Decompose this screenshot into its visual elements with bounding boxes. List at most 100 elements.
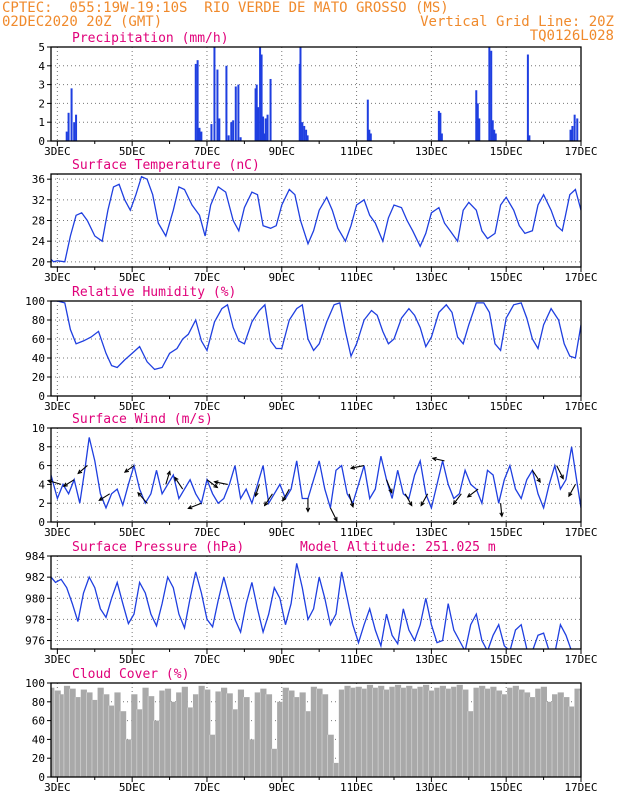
cloud-bar xyxy=(490,686,497,777)
wind-arrow xyxy=(466,488,479,498)
y-tick-label: 5 xyxy=(38,41,45,54)
x-tick-label: 3DEC xyxy=(44,400,71,413)
x-tick-label: 7DEC xyxy=(194,781,221,794)
y-tick-label: 80 xyxy=(32,314,45,327)
precip-bar xyxy=(439,112,442,141)
precip-bar xyxy=(262,116,265,141)
cloud-bar xyxy=(75,697,82,777)
cloud-bar xyxy=(215,691,222,777)
wind-arrow xyxy=(385,479,393,494)
precip-bar xyxy=(239,137,242,141)
cloud-bar xyxy=(204,689,211,777)
precip-bar xyxy=(303,125,306,141)
series-group xyxy=(51,563,572,649)
x-tick-label: 7DEC xyxy=(194,653,221,666)
cloud-bar xyxy=(322,694,329,777)
wind-arrow xyxy=(174,476,184,490)
series-group xyxy=(51,175,581,263)
wind-arrow xyxy=(349,465,365,470)
cloud-bar xyxy=(507,687,514,777)
cloud-bar xyxy=(428,690,435,777)
precip-bar xyxy=(237,84,240,141)
cloud-bar xyxy=(366,684,374,777)
cloud-bar xyxy=(327,734,334,777)
panel-title: Surface Pressure (hPa) xyxy=(72,540,244,555)
cloud-bar xyxy=(232,709,239,777)
cloud-bar xyxy=(462,689,469,777)
cloud-bar xyxy=(540,686,547,777)
x-tick-label: 13DEC xyxy=(415,145,448,158)
panel-title: Surface Temperature (nC) xyxy=(72,158,260,173)
precip-bar xyxy=(488,47,491,141)
cloud-bar xyxy=(108,705,115,777)
x-tick-label: 9DEC xyxy=(269,400,296,413)
cloud-bar xyxy=(293,697,301,777)
wind-arrow xyxy=(213,480,228,485)
plot-frame xyxy=(50,427,582,523)
x-tick-label: 17DEC xyxy=(564,781,597,794)
x-tick-label: 9DEC xyxy=(269,145,296,158)
cloud-bar xyxy=(226,693,233,777)
cloud-bar xyxy=(394,684,402,777)
cloud-bar xyxy=(51,687,55,777)
x-tick-label: 15DEC xyxy=(490,653,523,666)
x-tick-label: 13DEC xyxy=(415,271,448,284)
series-group xyxy=(65,47,579,141)
cloud-bar xyxy=(333,762,340,777)
wind-arrow xyxy=(531,469,541,484)
cloud-bar xyxy=(578,690,581,777)
cloud-bar xyxy=(310,686,317,777)
cloud-bar xyxy=(344,685,351,777)
cloud-bar xyxy=(254,692,261,777)
precip-bar xyxy=(196,60,199,141)
y-tick-label: 1 xyxy=(38,116,45,129)
cloud-bar xyxy=(120,711,127,777)
model-altitude-label: Model Altitude: 251.025 m xyxy=(300,540,496,555)
x-tick-label: 5DEC xyxy=(119,653,146,666)
cloud-bar xyxy=(271,748,278,777)
precip-bar xyxy=(264,118,267,141)
wind-arrow xyxy=(263,493,273,507)
x-tick-label: 17DEC xyxy=(564,400,597,413)
plot-frame xyxy=(50,682,582,778)
y-tick-label: 20 xyxy=(32,752,45,765)
cloud-bar xyxy=(316,688,323,777)
precip-bar xyxy=(259,47,262,141)
precip-bar xyxy=(194,63,197,141)
x-tick-label: 15DEC xyxy=(490,145,523,158)
series-group xyxy=(51,684,581,777)
x-tick-label: 7DEC xyxy=(194,145,221,158)
wind-arrow xyxy=(404,493,413,507)
panel-title: Cloud Cover (%) xyxy=(72,667,189,682)
precip-bar xyxy=(70,88,73,141)
precip-bar xyxy=(478,118,481,141)
precip-bar xyxy=(73,122,76,141)
x-tick-label: 17DEC xyxy=(564,526,597,539)
x-tick-label: 11DEC xyxy=(340,145,373,158)
y-tick-label: 20 xyxy=(32,371,45,384)
precip-bar xyxy=(490,50,493,141)
y-tick-label: 4 xyxy=(38,478,45,491)
cloud-bar xyxy=(355,686,362,777)
y-tick-label: 6 xyxy=(38,460,45,473)
cloud-bar xyxy=(80,689,87,777)
cloud-bar xyxy=(221,687,228,777)
cloud-bar xyxy=(574,688,581,777)
cloud-bar xyxy=(209,734,216,777)
cloud-bar xyxy=(282,687,289,777)
precip-bar xyxy=(526,54,529,141)
x-tick-label: 11DEC xyxy=(340,271,373,284)
station-header: CPTEC: 055:19W-19:10S RIO VERDE DE MATO … xyxy=(2,0,449,16)
y-tick-label: 100 xyxy=(25,295,45,308)
precip-bar xyxy=(576,118,579,141)
cloud-bar xyxy=(243,697,250,777)
model-id-label: TQ0126L028 xyxy=(529,28,614,44)
precip-bar xyxy=(493,129,496,141)
precip-bar xyxy=(306,135,309,141)
cloud-bar xyxy=(97,687,104,777)
wind-arrow xyxy=(431,456,445,462)
y-tick-label: 60 xyxy=(32,333,45,346)
cloud-bar xyxy=(422,684,430,777)
precip-bar xyxy=(301,122,304,141)
